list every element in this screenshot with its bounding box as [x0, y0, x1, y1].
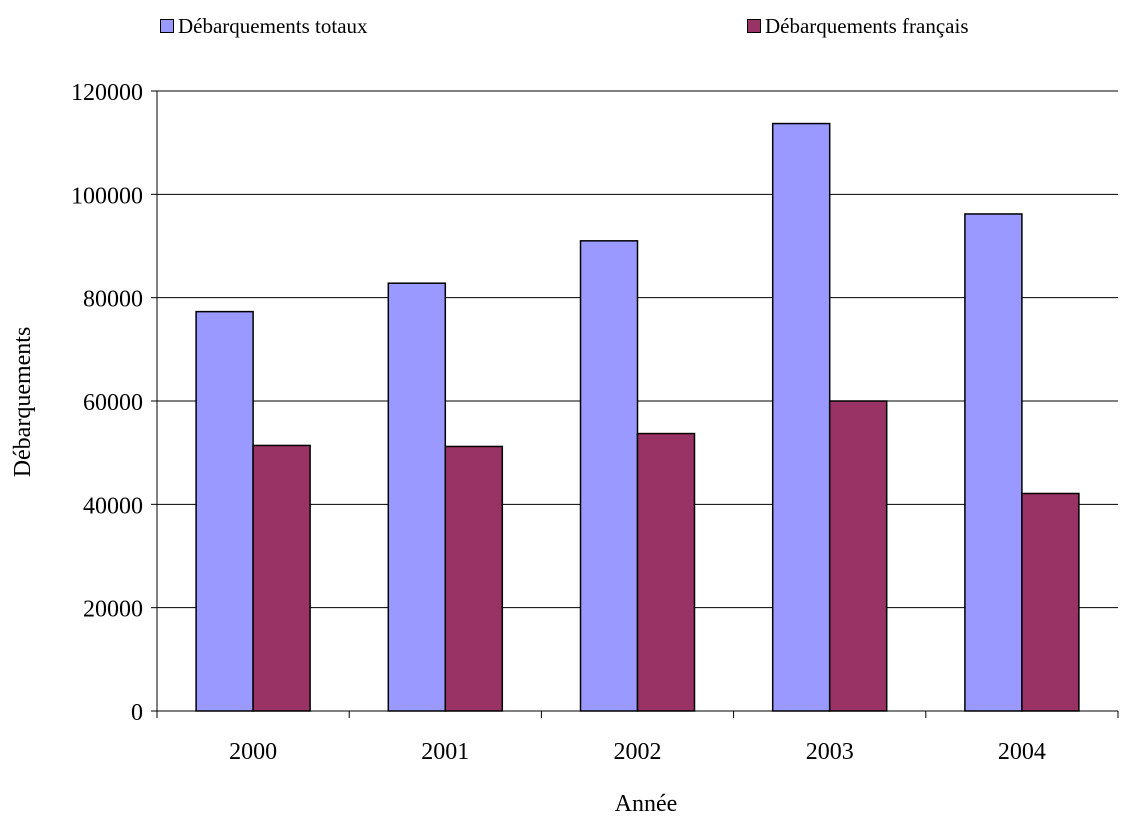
legend-label-total: Débarquements totaux [178, 13, 368, 38]
bar-french [252, 444, 311, 712]
y-tick-label: 120000 [71, 80, 143, 106]
bar-french [636, 432, 696, 712]
x-axis-label: Année [615, 791, 678, 817]
y-tick-label: 60000 [83, 390, 143, 416]
bar-french [1021, 492, 1080, 712]
y-tick-label: 80000 [83, 287, 143, 313]
legend-swatch-total [160, 19, 174, 33]
axes: 0 20000 40000 60000 80000 100000 120000 2000 200… [71, 80, 1119, 765]
bar-total [195, 310, 254, 712]
x-tick-label: 2003 [806, 739, 854, 765]
x-tick-label: 2002 [614, 739, 662, 765]
legend-item-french: Débarquements français [747, 12, 969, 40]
y-axis-label: Débarquements [10, 327, 36, 478]
bar-total [387, 282, 447, 712]
bar-total [771, 122, 831, 712]
y-tick-label: 100000 [71, 183, 143, 209]
legend-label-french: Débarquements français [765, 13, 969, 38]
y-tick-label: 40000 [83, 493, 143, 519]
bar-french [828, 400, 888, 712]
x-tick-label: 2001 [421, 739, 469, 765]
x-tick-label: 2000 [229, 739, 277, 765]
bar-french [444, 445, 504, 712]
bar-total [579, 240, 639, 712]
y-tick-label: 20000 [83, 597, 143, 623]
x-tick-label: 2004 [998, 739, 1046, 765]
legend-item-total: Débarquements totaux [160, 12, 368, 40]
legend-swatch-french [747, 19, 761, 33]
bars [195, 122, 1080, 712]
bar-total [964, 213, 1023, 712]
y-tick-label: 0 [131, 700, 143, 726]
